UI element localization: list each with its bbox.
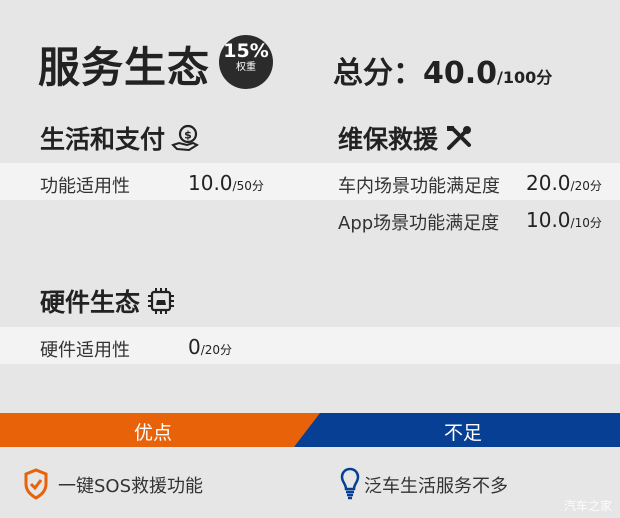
lightbulb-icon	[340, 467, 360, 505]
weight-badge: 15% 权重	[219, 35, 273, 89]
row-band	[0, 327, 620, 364]
cons-label: 不足	[444, 422, 483, 444]
row-score: 20.0/20分	[526, 171, 602, 195]
section-title-life-payment: 生活和支付 $	[40, 120, 201, 159]
section-title-hardware: 硬件生态	[40, 283, 176, 322]
row-score: 10.0/10分	[526, 208, 602, 232]
con-item: 泛车生活服务不多	[364, 476, 508, 497]
weight-percent: 15%	[223, 40, 269, 62]
row-label: 硬件适用性	[40, 340, 130, 361]
total-label: 总分：	[333, 56, 423, 91]
shield-check-icon	[24, 468, 48, 504]
row-band	[0, 163, 620, 200]
row-label: App场景功能满足度	[338, 213, 500, 234]
pros-label: 优点	[134, 422, 173, 444]
pro-item: 一键SOS救援功能	[58, 476, 204, 497]
section-title-maintenance-rescue: 维保救援	[338, 120, 474, 159]
row-label: 功能适用性	[40, 176, 130, 197]
money-hand-icon: $	[171, 123, 201, 159]
row-label: 车内场景功能满足度	[338, 176, 500, 197]
watermark: 汽车之家	[563, 499, 612, 513]
total-value: 40.0	[423, 56, 498, 91]
pros-header-bar	[0, 413, 320, 447]
total-max: /100分	[497, 68, 553, 87]
row-score: 0/20分	[188, 335, 233, 359]
total-score: 总分：40.0/100分	[333, 48, 552, 92]
chip-icon	[146, 286, 176, 322]
weight-label: 权重	[236, 62, 256, 73]
svg-text:$: $	[184, 129, 192, 142]
row-score: 10.0/50分	[188, 171, 264, 195]
page-title: 服务生态	[38, 43, 211, 92]
tools-icon	[444, 123, 474, 159]
